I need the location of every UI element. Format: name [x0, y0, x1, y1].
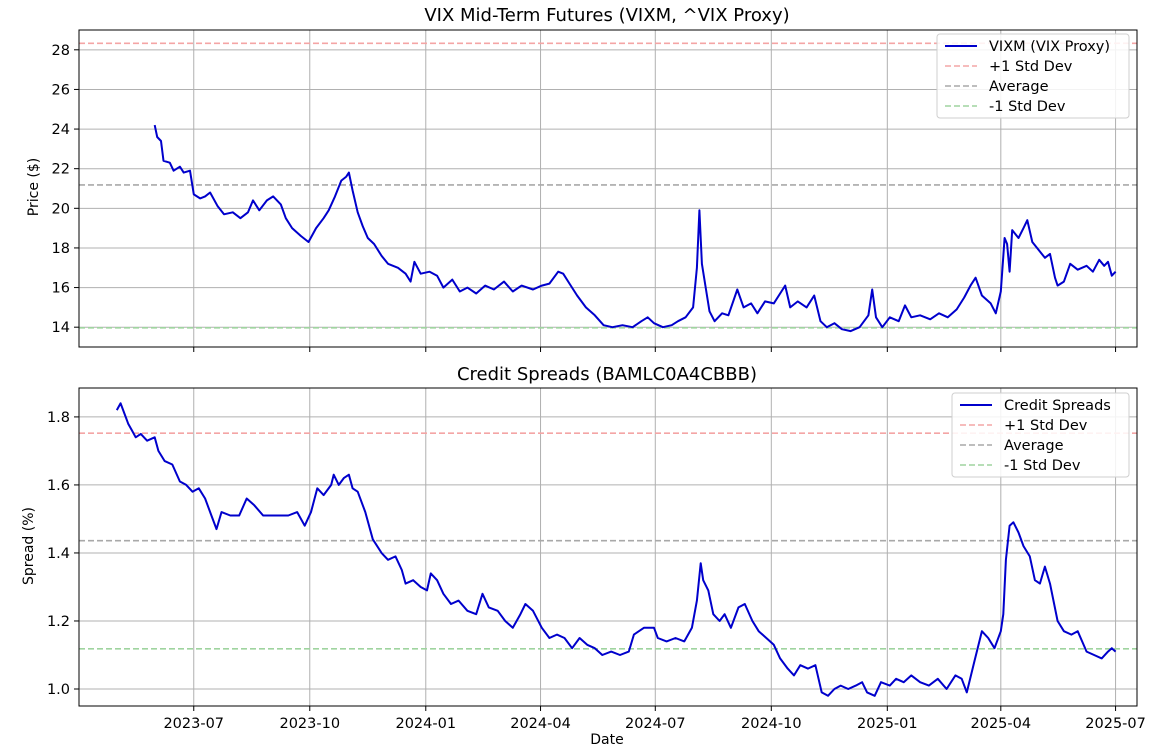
credit-x-tick-label: 2024-04 — [510, 716, 571, 732]
vixm-chart-title: VIX Mid-Term Futures (VIXM, ^VIX Proxy) — [424, 5, 789, 26]
credit-legend-box — [951, 392, 1130, 478]
credit-gridlines — [79, 388, 1137, 706]
vixm-y-tick-label: 24 — [52, 122, 70, 138]
credit-spreads-panel: Credit Spreads (BAMLC0A4CBBB) Spread (%)… — [21, 364, 1146, 748]
vixm-y-tick-label: 14 — [52, 320, 70, 336]
credit-x-tick-label: 2023-10 — [279, 716, 340, 732]
credit-x-axis-label: Date — [590, 732, 623, 748]
credit-x-ticks: 2023-07 2023-10 2024-01 2024-04 2024-07 2024-… — [163, 706, 1146, 732]
credit-x-tick-label: 2025-07 — [1085, 716, 1146, 732]
vixm-y-tick-label: 22 — [52, 162, 70, 178]
vixm-legend-label-average: Average — [989, 79, 1049, 95]
vixm-legend-label-minus-std: -1 Std Dev — [989, 99, 1066, 115]
vixm-series — [153, 124, 1117, 333]
credit-x-tick-label: 2025-01 — [857, 716, 918, 732]
credit-x-tick-label: 2025-04 — [971, 716, 1032, 732]
credit-legend-label-average: Average — [1004, 438, 1064, 454]
credit-y-tick-label: 1.6 — [47, 478, 70, 494]
credit-plot-frame — [78, 387, 1138, 707]
credit-y-tick-label: 1.0 — [47, 682, 70, 698]
credit-series — [115, 402, 1117, 697]
vixm-y-axis-label: Price ($) — [26, 158, 42, 216]
vixm-legend-label-plus-std: +1 Std Dev — [989, 59, 1073, 75]
credit-x-tick-label: 2023-07 — [163, 716, 224, 732]
vixm-y-tick-label: 28 — [52, 43, 70, 59]
credit-x-tick-label: 2024-07 — [625, 716, 686, 732]
vixm-reference-lines — [79, 42, 1137, 329]
vixm-legend-label-vixm: VIXM (VIX Proxy) — [989, 39, 1110, 55]
vixm-legend-box — [936, 33, 1130, 119]
vixm-y-tick-label: 26 — [52, 82, 70, 98]
credit-legend: Credit Spreads +1 Std Dev Average -1 Std… — [951, 392, 1130, 478]
vixm-y-tick-label: 20 — [52, 201, 70, 217]
credit-legend-label-spreads: Credit Spreads — [1004, 398, 1111, 414]
credit-x-tick-label: 2024-10 — [741, 716, 802, 732]
vixm-x-ticks — [193, 347, 1117, 352]
vixm-plot-frame — [78, 29, 1138, 348]
vixm-gridlines — [79, 30, 1137, 347]
credit-y-ticks: 1.0 1.2 1.4 1.6 1.8 — [47, 410, 79, 698]
credit-y-tick-label: 1.8 — [47, 410, 70, 426]
credit-reference-lines — [79, 432, 1137, 650]
credit-x-tick-label: 2024-01 — [395, 716, 456, 732]
credit-legend-label-plus-std: +1 Std Dev — [1004, 418, 1088, 434]
vixm-y-tick-label: 18 — [52, 241, 70, 257]
credit-chart-title: Credit Spreads (BAMLC0A4CBBB) — [457, 364, 757, 385]
credit-series-line — [115, 402, 1117, 697]
credit-y-axis-label: Spread (%) — [21, 507, 37, 585]
credit-legend-label-minus-std: -1 Std Dev — [1004, 458, 1081, 474]
vixm-y-tick-label: 16 — [52, 281, 70, 297]
vixm-legend: VIXM (VIX Proxy) +1 Std Dev Average -1 S… — [936, 33, 1130, 119]
vixm-y-ticks: 14 16 18 20 22 24 26 28 — [52, 43, 79, 336]
vixm-series-line — [153, 124, 1117, 333]
credit-y-tick-label: 1.2 — [47, 614, 70, 630]
credit-y-tick-label: 1.4 — [47, 546, 70, 562]
vixm-panel: VIX Mid-Term Futures (VIXM, ^VIX Proxy) … — [26, 5, 1138, 352]
